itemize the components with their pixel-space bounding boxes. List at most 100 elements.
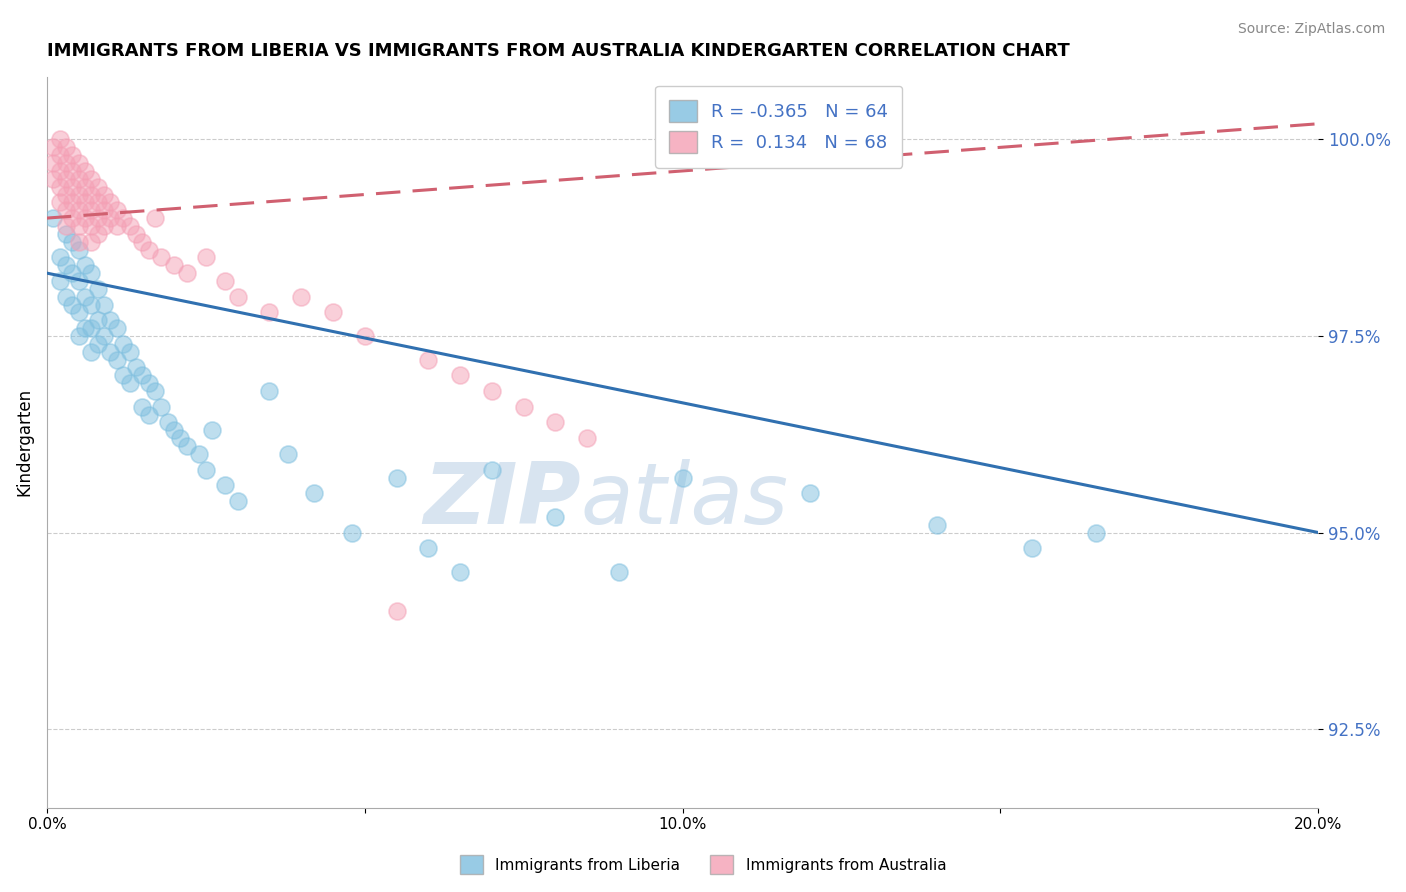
- Point: [163, 423, 186, 437]
- Point: [48, 164, 70, 178]
- Text: ZIP: ZIP: [423, 459, 581, 542]
- Point: [67, 187, 90, 202]
- Point: [87, 211, 110, 225]
- Point: [385, 470, 408, 484]
- Point: [48, 274, 70, 288]
- Point: [105, 321, 128, 335]
- Point: [143, 384, 166, 398]
- Point: [138, 376, 160, 391]
- Point: [340, 525, 363, 540]
- Point: [481, 463, 503, 477]
- Point: [80, 203, 103, 218]
- Point: [118, 344, 141, 359]
- Point: [214, 274, 236, 288]
- Point: [60, 195, 83, 210]
- Point: [125, 227, 148, 241]
- Point: [259, 384, 281, 398]
- Legend: R = -0.365   N = 64, R =  0.134   N = 68: R = -0.365 N = 64, R = 0.134 N = 68: [655, 86, 903, 168]
- Point: [67, 171, 90, 186]
- Point: [138, 243, 160, 257]
- Point: [80, 187, 103, 202]
- Point: [226, 494, 249, 508]
- Point: [1021, 541, 1043, 556]
- Point: [150, 251, 173, 265]
- Point: [214, 478, 236, 492]
- Point: [55, 171, 77, 186]
- Point: [290, 290, 312, 304]
- Point: [80, 297, 103, 311]
- Point: [194, 463, 217, 477]
- Point: [73, 321, 96, 335]
- Point: [73, 211, 96, 225]
- Point: [80, 235, 103, 249]
- Point: [163, 258, 186, 272]
- Point: [131, 400, 153, 414]
- Point: [385, 604, 408, 618]
- Point: [55, 203, 77, 218]
- Point: [67, 274, 90, 288]
- Point: [55, 219, 77, 233]
- Point: [671, 470, 693, 484]
- Point: [100, 313, 122, 327]
- Point: [607, 565, 630, 579]
- Point: [87, 179, 110, 194]
- Point: [143, 211, 166, 225]
- Point: [80, 266, 103, 280]
- Point: [576, 431, 599, 445]
- Point: [67, 235, 90, 249]
- Point: [138, 408, 160, 422]
- Point: [176, 439, 198, 453]
- Point: [1084, 525, 1107, 540]
- Point: [176, 266, 198, 280]
- Legend: Immigrants from Liberia, Immigrants from Australia: Immigrants from Liberia, Immigrants from…: [454, 849, 952, 880]
- Point: [799, 486, 821, 500]
- Point: [322, 305, 344, 319]
- Point: [226, 290, 249, 304]
- Point: [112, 368, 135, 383]
- Point: [73, 195, 96, 210]
- Point: [87, 282, 110, 296]
- Text: atlas: atlas: [581, 459, 789, 542]
- Point: [201, 423, 224, 437]
- Point: [87, 337, 110, 351]
- Point: [73, 258, 96, 272]
- Point: [93, 297, 115, 311]
- Point: [60, 266, 83, 280]
- Point: [48, 132, 70, 146]
- Point: [48, 195, 70, 210]
- Point: [67, 156, 90, 170]
- Point: [418, 541, 440, 556]
- Point: [100, 195, 122, 210]
- Point: [277, 447, 299, 461]
- Point: [302, 486, 325, 500]
- Text: IMMIGRANTS FROM LIBERIA VS IMMIGRANTS FROM AUSTRALIA KINDERGARTEN CORRELATION CH: IMMIGRANTS FROM LIBERIA VS IMMIGRANTS FR…: [46, 42, 1070, 60]
- Point: [118, 219, 141, 233]
- Point: [169, 431, 191, 445]
- Point: [93, 187, 115, 202]
- Point: [67, 329, 90, 343]
- Point: [100, 211, 122, 225]
- Point: [55, 140, 77, 154]
- Point: [55, 156, 77, 170]
- Point: [42, 140, 65, 154]
- Point: [100, 344, 122, 359]
- Point: [60, 297, 83, 311]
- Point: [156, 416, 179, 430]
- Point: [48, 179, 70, 194]
- Point: [80, 171, 103, 186]
- Point: [93, 329, 115, 343]
- Point: [449, 565, 471, 579]
- Point: [67, 203, 90, 218]
- Point: [67, 219, 90, 233]
- Point: [55, 187, 77, 202]
- Text: Source: ZipAtlas.com: Source: ZipAtlas.com: [1237, 22, 1385, 37]
- Point: [42, 156, 65, 170]
- Point: [55, 227, 77, 241]
- Point: [67, 243, 90, 257]
- Point: [80, 219, 103, 233]
- Point: [60, 148, 83, 162]
- Point: [93, 203, 115, 218]
- Point: [112, 337, 135, 351]
- Y-axis label: Kindergarten: Kindergarten: [15, 388, 32, 496]
- Point: [67, 305, 90, 319]
